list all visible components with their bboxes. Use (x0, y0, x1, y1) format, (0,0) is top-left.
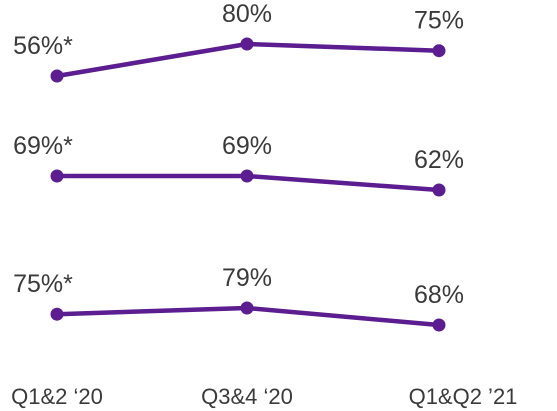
series-2-data-label-3: 62% (414, 146, 464, 174)
x-tick-label-2: Q3&4 ‘20 (201, 384, 293, 409)
series-3-point-1 (50, 307, 64, 321)
series-1-point-1 (50, 69, 64, 83)
series-3-point-2 (240, 301, 254, 315)
series-2-point-1 (50, 169, 64, 183)
series-1-data-label-2: 80% (222, 0, 272, 28)
series-2-point-2 (240, 169, 254, 183)
series-3-data-label-1: 75%* (13, 270, 73, 298)
series-1-data-label-1: 56%* (13, 32, 73, 60)
series-2: 69%* 69% 62% (13, 132, 464, 197)
series-3: 75%* 79% 68% (13, 264, 464, 332)
series-3-data-label-2: 79% (222, 264, 272, 292)
series-1-point-3 (432, 44, 446, 58)
series-1-data-label-3: 75% (414, 7, 464, 35)
series-2-data-label-2: 69% (222, 132, 272, 160)
series-1: 56%* 80% 75% (13, 0, 464, 83)
series-2-point-3 (432, 183, 446, 197)
x-tick-label-1: Q1&2 ‘20 (11, 384, 103, 409)
series-1-point-2 (240, 37, 254, 51)
series-2-data-label-1: 69%* (13, 132, 73, 160)
x-axis-ticks: Q1&2 ‘20 Q3&4 ‘20 Q1&Q2 ’21 (11, 384, 517, 409)
series-3-data-label-3: 68% (414, 281, 464, 309)
series-3-point-3 (432, 318, 446, 332)
x-tick-label-3: Q1&Q2 ’21 (409, 384, 518, 409)
